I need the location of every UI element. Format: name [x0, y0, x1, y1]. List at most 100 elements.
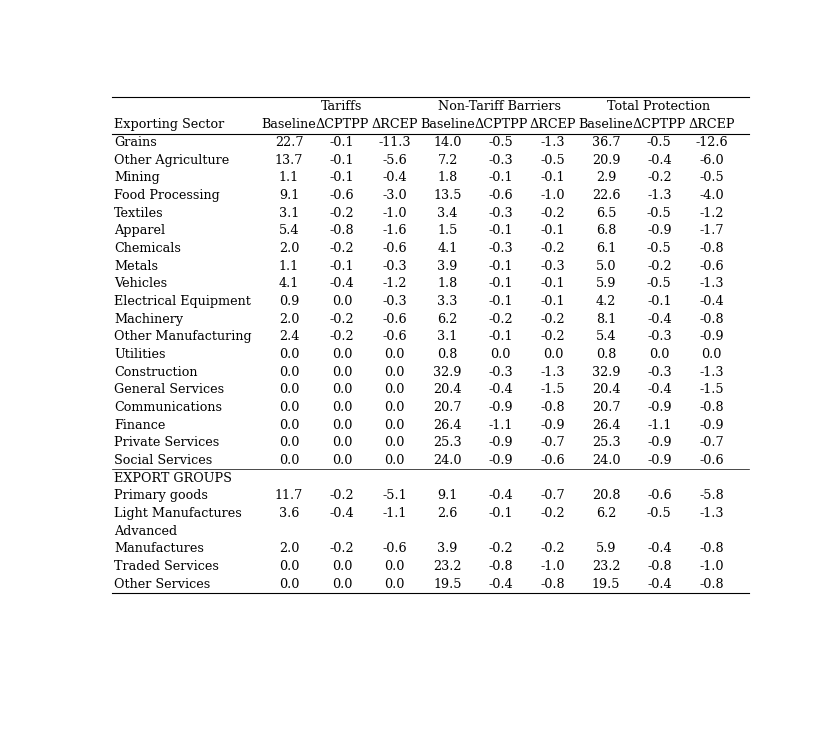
- Text: -0.2: -0.2: [330, 331, 354, 343]
- Text: Non-Tariff Barriers: Non-Tariff Barriers: [438, 100, 561, 113]
- Text: Other Agriculture: Other Agriculture: [115, 154, 229, 166]
- Text: -1.1: -1.1: [647, 419, 671, 431]
- Text: -0.2: -0.2: [541, 542, 565, 556]
- Text: 3.4: 3.4: [437, 206, 458, 220]
- Text: -0.5: -0.5: [647, 136, 672, 149]
- Text: -0.6: -0.6: [382, 331, 407, 343]
- Text: 25.3: 25.3: [592, 437, 620, 449]
- Text: 0.0: 0.0: [332, 383, 353, 397]
- Text: -0.1: -0.1: [330, 260, 354, 273]
- Text: -0.5: -0.5: [647, 507, 672, 520]
- Text: -0.2: -0.2: [541, 242, 565, 255]
- Text: -0.4: -0.4: [330, 278, 354, 291]
- Text: -1.3: -1.3: [541, 136, 565, 149]
- Text: -0.1: -0.1: [488, 278, 513, 291]
- Text: 0.0: 0.0: [385, 401, 405, 414]
- Text: 1.5: 1.5: [437, 224, 458, 238]
- Text: -0.2: -0.2: [541, 313, 565, 326]
- Text: -0.9: -0.9: [699, 419, 724, 431]
- Text: Private Services: Private Services: [115, 437, 220, 449]
- Text: 4.1: 4.1: [279, 278, 299, 291]
- Text: 22.7: 22.7: [275, 136, 303, 149]
- Text: General Services: General Services: [115, 383, 224, 397]
- Text: -1.3: -1.3: [700, 507, 724, 520]
- Text: -1.0: -1.0: [541, 560, 565, 573]
- Text: Social Services: Social Services: [115, 454, 212, 467]
- Text: 32.9: 32.9: [592, 366, 620, 379]
- Text: Apparel: Apparel: [115, 224, 166, 238]
- Text: ΔCPTPP: ΔCPTPP: [633, 118, 686, 131]
- Text: -0.4: -0.4: [647, 383, 671, 397]
- Text: ΔRCEP: ΔRCEP: [371, 118, 418, 131]
- Text: -1.0: -1.0: [700, 560, 724, 573]
- Text: -0.5: -0.5: [541, 154, 565, 166]
- Text: 36.7: 36.7: [592, 136, 620, 149]
- Text: Baseline: Baseline: [421, 118, 475, 131]
- Text: 22.6: 22.6: [592, 189, 620, 202]
- Text: 24.0: 24.0: [433, 454, 461, 467]
- Text: 19.5: 19.5: [433, 578, 461, 591]
- Text: Machinery: Machinery: [115, 313, 183, 326]
- Text: -12.6: -12.6: [696, 136, 728, 149]
- Text: -0.5: -0.5: [647, 278, 672, 291]
- Text: -1.3: -1.3: [700, 278, 724, 291]
- Text: -1.3: -1.3: [647, 189, 671, 202]
- Text: -0.9: -0.9: [647, 401, 671, 414]
- Text: 0.0: 0.0: [385, 454, 405, 467]
- Text: 5.0: 5.0: [596, 260, 616, 273]
- Text: -0.6: -0.6: [541, 454, 565, 467]
- Text: 0.0: 0.0: [279, 419, 299, 431]
- Text: -0.6: -0.6: [382, 313, 407, 326]
- Text: -1.2: -1.2: [700, 206, 724, 220]
- Text: -0.5: -0.5: [647, 242, 672, 255]
- Text: 6.8: 6.8: [596, 224, 616, 238]
- Text: -0.8: -0.8: [699, 242, 724, 255]
- Text: Traded Services: Traded Services: [115, 560, 219, 573]
- Text: Tariffs: Tariffs: [320, 100, 362, 113]
- Text: Baseline: Baseline: [262, 118, 316, 131]
- Text: 20.7: 20.7: [592, 401, 620, 414]
- Text: 0.0: 0.0: [491, 348, 511, 361]
- Text: -0.1: -0.1: [541, 172, 565, 184]
- Text: -0.1: -0.1: [488, 295, 513, 308]
- Text: -0.9: -0.9: [488, 454, 513, 467]
- Text: 0.0: 0.0: [332, 560, 353, 573]
- Text: -0.4: -0.4: [647, 313, 671, 326]
- Text: 6.1: 6.1: [596, 242, 616, 255]
- Text: -5.8: -5.8: [699, 489, 724, 502]
- Text: 0.0: 0.0: [332, 454, 353, 467]
- Text: -0.1: -0.1: [541, 224, 565, 238]
- Text: 5.9: 5.9: [596, 542, 616, 556]
- Text: 0.0: 0.0: [332, 419, 353, 431]
- Text: 26.4: 26.4: [592, 419, 620, 431]
- Text: ΔCPTPP: ΔCPTPP: [315, 118, 369, 131]
- Text: Total Protection: Total Protection: [607, 100, 710, 113]
- Text: -0.3: -0.3: [541, 260, 565, 273]
- Text: 8.1: 8.1: [596, 313, 616, 326]
- Text: Vehicles: Vehicles: [115, 278, 167, 291]
- Text: -0.5: -0.5: [647, 206, 672, 220]
- Text: Finance: Finance: [115, 419, 166, 431]
- Text: -0.8: -0.8: [488, 560, 513, 573]
- Text: 11.7: 11.7: [275, 489, 303, 502]
- Text: Chemicals: Chemicals: [115, 242, 181, 255]
- Text: -0.4: -0.4: [699, 295, 724, 308]
- Text: Grains: Grains: [115, 136, 157, 149]
- Text: -0.4: -0.4: [647, 542, 671, 556]
- Text: -0.9: -0.9: [541, 419, 565, 431]
- Text: 0.0: 0.0: [650, 348, 670, 361]
- Text: -0.1: -0.1: [330, 154, 354, 166]
- Text: -0.2: -0.2: [647, 172, 671, 184]
- Text: 0.0: 0.0: [385, 437, 405, 449]
- Text: ΔRCEP: ΔRCEP: [688, 118, 735, 131]
- Text: 2.4: 2.4: [279, 331, 299, 343]
- Text: 1.1: 1.1: [279, 172, 299, 184]
- Text: -0.2: -0.2: [541, 507, 565, 520]
- Text: 0.0: 0.0: [385, 383, 405, 397]
- Text: -0.3: -0.3: [382, 260, 407, 273]
- Text: -0.2: -0.2: [330, 542, 354, 556]
- Text: 0.0: 0.0: [385, 419, 405, 431]
- Text: -0.7: -0.7: [541, 489, 565, 502]
- Text: -0.2: -0.2: [541, 206, 565, 220]
- Text: 4.1: 4.1: [437, 242, 458, 255]
